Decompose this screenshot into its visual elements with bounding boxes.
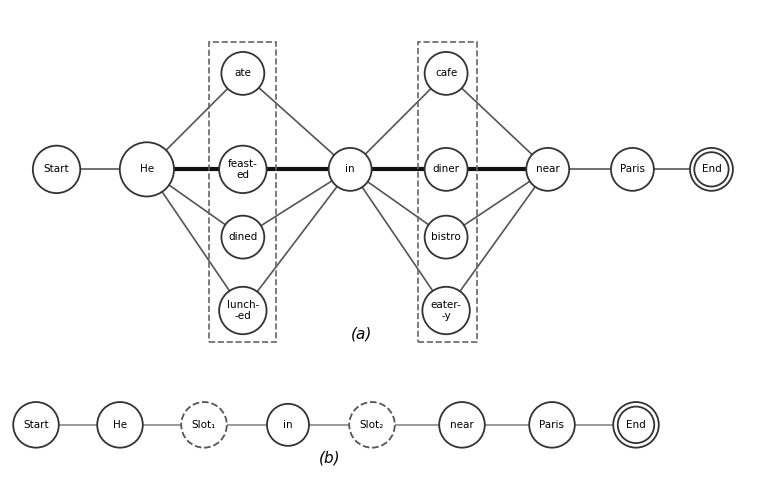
Circle shape — [98, 402, 143, 448]
Text: Slot₂: Slot₂ — [360, 420, 384, 430]
Text: (b): (b) — [319, 451, 341, 466]
Circle shape — [425, 52, 468, 95]
Text: Start: Start — [44, 165, 69, 174]
Circle shape — [611, 148, 654, 191]
Circle shape — [422, 287, 470, 334]
Text: in: in — [346, 165, 355, 174]
Circle shape — [120, 142, 174, 197]
Circle shape — [690, 148, 733, 191]
Circle shape — [526, 148, 569, 191]
Text: Slot₁: Slot₁ — [192, 420, 216, 430]
Text: (a): (a) — [351, 327, 372, 341]
Text: eater-
-y: eater- -y — [431, 300, 462, 321]
Circle shape — [219, 146, 266, 193]
Circle shape — [613, 402, 659, 448]
Circle shape — [349, 402, 395, 448]
Text: near: near — [450, 420, 474, 430]
Text: bistro: bistro — [431, 232, 461, 242]
Circle shape — [439, 402, 485, 448]
Text: He: He — [113, 420, 127, 430]
Text: Start: Start — [23, 420, 49, 430]
Circle shape — [221, 52, 264, 95]
Text: End: End — [702, 165, 721, 174]
Circle shape — [221, 216, 264, 258]
Circle shape — [529, 402, 574, 448]
Text: He: He — [140, 165, 154, 174]
Circle shape — [181, 402, 227, 448]
Text: in: in — [283, 420, 293, 430]
Text: feast-
ed: feast- ed — [228, 159, 258, 180]
Text: near: near — [536, 165, 560, 174]
Text: End: End — [626, 420, 646, 430]
Circle shape — [425, 148, 468, 191]
Text: lunch-
-ed: lunch- -ed — [227, 300, 259, 321]
Circle shape — [425, 216, 468, 258]
Text: cafe: cafe — [435, 68, 457, 79]
Circle shape — [13, 402, 59, 448]
Text: Paris: Paris — [539, 420, 564, 430]
Text: ate: ate — [234, 68, 251, 79]
Circle shape — [219, 287, 266, 334]
Circle shape — [267, 404, 309, 446]
Text: Paris: Paris — [620, 165, 645, 174]
Circle shape — [329, 148, 372, 191]
Text: dined: dined — [228, 232, 257, 242]
Text: diner: diner — [432, 165, 459, 174]
Circle shape — [33, 146, 81, 193]
